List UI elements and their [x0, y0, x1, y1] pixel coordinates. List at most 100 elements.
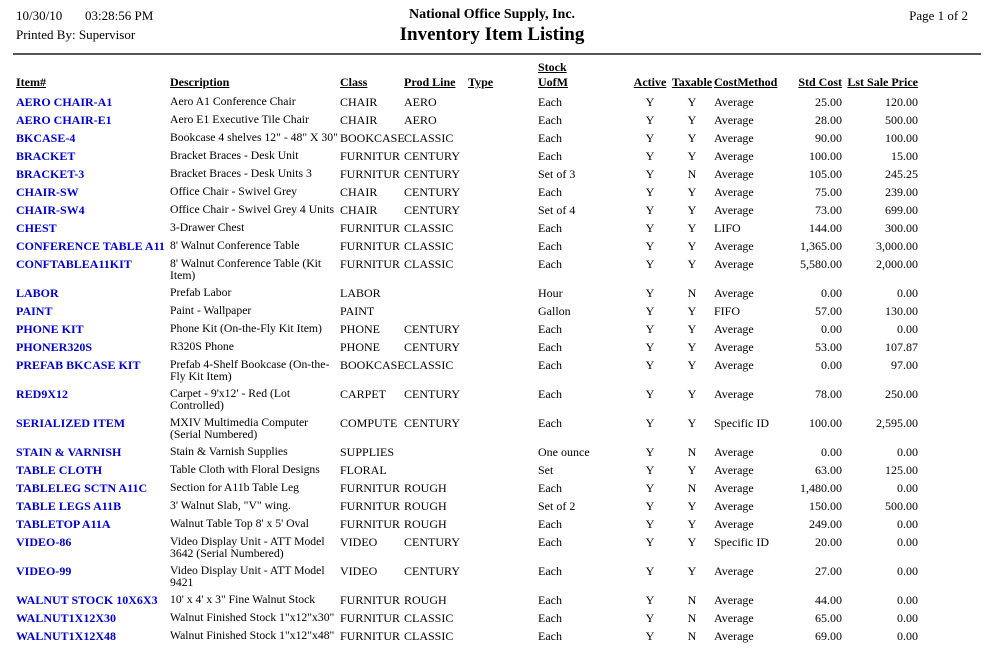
type-cell: [468, 479, 538, 497]
table-row: PREFAB BKCASE KIT Prefab 4-Shelf Bookcas…: [16, 356, 918, 385]
table-row: AERO CHAIR-E1 Aero E1 Executive Tile Cha…: [16, 111, 918, 129]
cost-method-cell: Average: [714, 131, 754, 145]
type-cell: [468, 609, 538, 627]
class-cell: FLORAL: [340, 463, 387, 477]
std-cost-cell: 90.00: [815, 131, 842, 145]
item-number-link[interactable]: CONFTABLEA11KIT: [16, 257, 132, 271]
description-cell: Video Display Unit - ATT Model 9421: [170, 564, 325, 589]
item-number-link[interactable]: TABLE CLOTH: [16, 463, 103, 477]
column-header-prod-line: Prod Line: [404, 75, 456, 89]
class-cell: PAINT: [340, 304, 375, 318]
uofm-cell: Hour: [538, 286, 563, 300]
description-cell: Carpet - 9'x12' - Red (Lot Controlled): [170, 387, 291, 412]
type-cell: [468, 515, 538, 533]
description-cell: Walnut Finished Stock 1"x12"x30": [170, 611, 335, 624]
std-cost-cell: 1,365.00: [800, 239, 842, 253]
item-number-cell: RED9X12: [16, 385, 170, 414]
description-cell: 10' x 4' x 3" Fine Walnut Stock: [170, 593, 316, 606]
item-number-link[interactable]: CHAIR-SW4: [16, 203, 85, 217]
item-number-cell: TABLE LEGS A11B: [16, 497, 170, 515]
item-number-link[interactable]: VIDEO-99: [16, 564, 72, 578]
type-cell: [468, 443, 538, 461]
type-cell: [468, 219, 538, 237]
item-number-link[interactable]: VIDEO-86: [16, 535, 72, 549]
item-number-link[interactable]: CONFERENCE TABLE A11: [16, 239, 165, 253]
lst-sale-price-cell: 2,000.00: [876, 257, 918, 271]
table-row: VIDEO-86 Video Display Unit - ATT Model …: [16, 533, 918, 562]
cost-method-cell: Average: [714, 629, 754, 643]
table-row: PHONER320S R320S Phone PHONE CENTURY Eac…: [16, 338, 918, 356]
item-number-link[interactable]: WALNUT1X12X30: [16, 611, 117, 625]
uofm-cell: Each: [538, 221, 562, 235]
taxable-cell: N: [687, 481, 697, 495]
item-number-link[interactable]: WALNUT1X12X48: [16, 629, 117, 643]
item-number-link[interactable]: PHONE KIT: [16, 322, 84, 336]
std-cost-cell: 69.00: [815, 629, 842, 643]
item-number-link[interactable]: LABOR: [16, 286, 59, 300]
description-cell: R320S Phone: [170, 340, 234, 353]
lst-sale-price-cell: 0.00: [897, 517, 918, 531]
active-cell: Y: [645, 203, 655, 217]
item-number-link[interactable]: RED9X12: [16, 387, 69, 401]
item-number-link[interactable]: CHEST: [16, 221, 57, 235]
item-number-link[interactable]: TABLE LEGS A11B: [16, 499, 122, 513]
description-cell: Prefab Labor: [170, 286, 232, 299]
lst-sale-price-cell: 125.00: [885, 463, 918, 477]
uofm-cell: Set of 2: [538, 499, 576, 513]
item-number-link[interactable]: PHONER320S: [16, 340, 93, 354]
item-number-link[interactable]: WALNUT STOCK 10X6X3: [16, 593, 158, 607]
item-number-link[interactable]: BRACKET-3: [16, 167, 85, 181]
taxable-cell: Y: [687, 113, 697, 127]
item-number-link[interactable]: BKCASE-4: [16, 131, 76, 145]
active-cell: Y: [645, 185, 655, 199]
class-cell: CHAIR: [340, 203, 378, 217]
uofm-cell: Set of 4: [538, 203, 576, 217]
std-cost-cell: 0.00: [821, 322, 842, 336]
std-cost-cell: 44.00: [815, 593, 842, 607]
prod-line-cell: CENTURY: [404, 387, 461, 401]
item-number-cell: VIDEO-86: [16, 533, 170, 562]
item-number-link[interactable]: AERO CHAIR-E1: [16, 113, 112, 127]
cost-method-cell: Average: [714, 340, 754, 354]
prod-line-cell: CENTURY: [404, 416, 461, 430]
uofm-cell: Set of 3: [538, 167, 576, 181]
item-number-link[interactable]: SERIALIZED ITEM: [16, 416, 126, 430]
std-cost-cell: 73.00: [815, 203, 842, 217]
item-number-cell: PHONER320S: [16, 338, 170, 356]
item-number-link[interactable]: PAINT: [16, 304, 53, 318]
item-number-link[interactable]: BRACKET: [16, 149, 76, 163]
description-cell: Section for A11b Table Leg: [170, 481, 300, 494]
table-row: BRACKET-3 Bracket Braces - Desk Units 3 …: [16, 165, 918, 183]
item-number-link[interactable]: STAIN & VARNISH: [16, 445, 122, 459]
std-cost-cell: 20.00: [815, 535, 842, 549]
description-cell: Bookcase 4 shelves 12" - 48" X 30": [170, 131, 338, 144]
active-cell: Y: [645, 257, 655, 271]
lst-sale-price-cell: 239.00: [885, 185, 918, 199]
class-cell: LABOR: [340, 286, 381, 300]
item-number-cell: LABOR: [16, 284, 170, 302]
item-number-link[interactable]: TABLETOP A11A: [16, 517, 111, 531]
lst-sale-price-cell: 0.00: [897, 629, 918, 643]
type-cell: [468, 497, 538, 515]
item-number-link[interactable]: AERO CHAIR-A1: [16, 95, 113, 109]
active-cell: Y: [645, 445, 655, 459]
active-cell: Y: [645, 149, 655, 163]
taxable-cell: Y: [687, 387, 697, 401]
active-cell: Y: [645, 499, 655, 513]
cost-method-cell: Average: [714, 499, 754, 513]
prod-line-cell: ROUGH: [404, 481, 447, 495]
header-divider: [13, 53, 981, 55]
lst-sale-price-cell: 97.00: [891, 358, 918, 372]
table-row: CONFERENCE TABLE A11 8' Walnut Conferenc…: [16, 237, 918, 255]
item-number-link[interactable]: CHAIR-SW: [16, 185, 79, 199]
cost-method-cell: Average: [714, 257, 754, 271]
class-cell: CHAIR: [340, 185, 378, 199]
prod-line-cell: CENTURY: [404, 203, 461, 217]
item-number-link[interactable]: TABLELEG SCTN A11C: [16, 481, 148, 495]
table-row: STAIN & VARNISH Stain & Varnish Supplies…: [16, 443, 918, 461]
cost-method-cell: Average: [714, 445, 754, 459]
column-header-active: Active: [633, 75, 667, 89]
taxable-cell: Y: [687, 517, 697, 531]
std-cost-cell: 63.00: [815, 463, 842, 477]
item-number-link[interactable]: PREFAB BKCASE KIT: [16, 358, 141, 372]
